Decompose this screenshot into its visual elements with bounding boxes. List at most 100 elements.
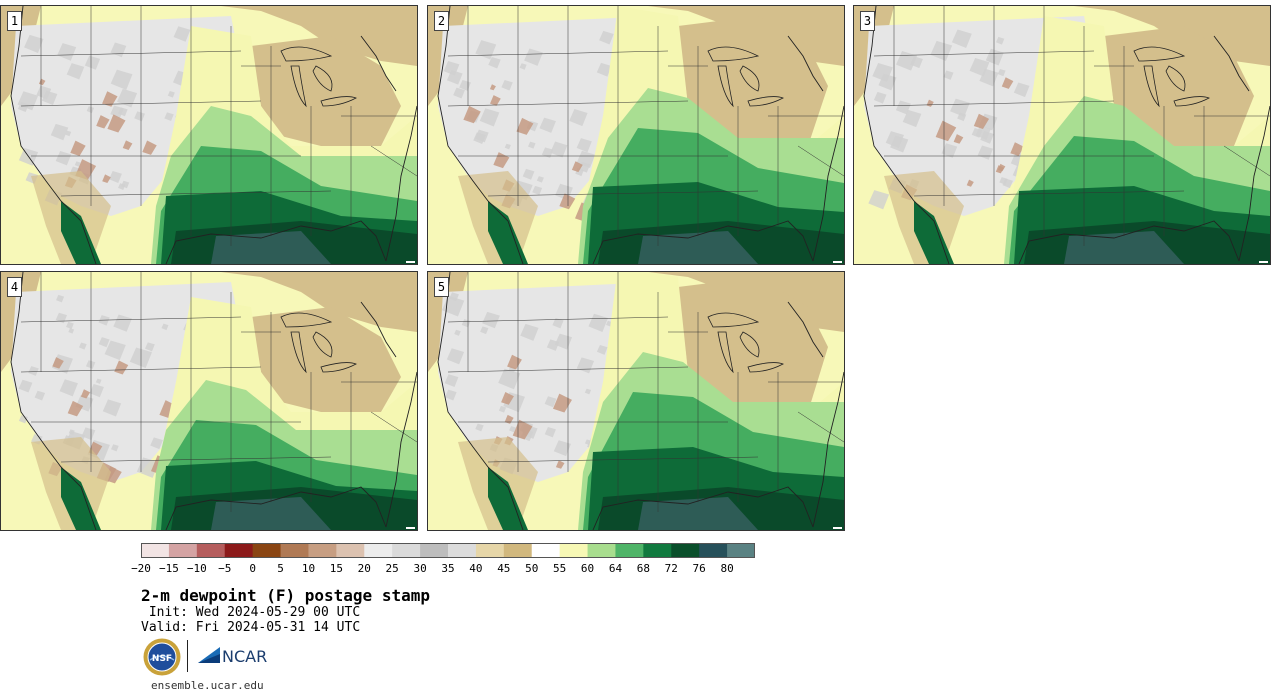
dry-air-patch — [1001, 77, 1014, 89]
mountain-terrain-patch — [997, 68, 1006, 77]
mountain-terrain-patch — [885, 131, 904, 149]
colorbar-tick-label: −10 — [186, 562, 207, 575]
dry-air-patch — [142, 140, 157, 155]
baja-moist-strip — [914, 201, 954, 264]
dry-air-patch — [463, 105, 481, 124]
great-lake-superior — [280, 46, 333, 62]
mountain-terrain-patch — [121, 180, 130, 189]
mountain-terrain-patch — [150, 437, 163, 450]
colorbar-swatch — [308, 543, 337, 558]
great-lake-erie — [1173, 96, 1210, 107]
great-lake-huron — [739, 331, 760, 358]
baja-moist-strip — [488, 467, 528, 530]
mountain-terrain-patch — [118, 107, 128, 117]
scale-marker — [833, 527, 842, 529]
ncar-logo-text: NCAR — [222, 647, 267, 666]
panel-number-label: 3 — [860, 11, 875, 31]
northeast-coastline — [1213, 35, 1250, 92]
state-border — [20, 50, 242, 57]
dry-air-patch — [995, 165, 1005, 174]
mountain-terrain-patch — [498, 368, 521, 390]
colorbar-swatch — [364, 543, 393, 558]
product-title: 2-m dewpoint (F) postage stamp — [141, 586, 430, 605]
gulf-coastline — [165, 220, 387, 264]
mountain-terrain-patch — [167, 91, 175, 98]
dry-air-patch — [935, 120, 957, 142]
mountain-terrain-patch — [24, 34, 44, 53]
mountain-terrain-patch — [969, 58, 990, 77]
mountain-terrain-patch — [446, 348, 465, 365]
great-lake-huron — [312, 65, 333, 92]
colorbar-swatch — [280, 543, 309, 558]
colorbar-tick-label: 64 — [608, 562, 623, 575]
great-lake-michigan — [717, 65, 734, 108]
mountain-terrain-patch — [498, 405, 507, 413]
dewpoint-map — [854, 6, 1270, 264]
west-coastline — [863, 6, 950, 264]
mountain-terrain-patch — [554, 333, 573, 350]
footer-url[interactable]: ensemble.ucar.edu — [151, 679, 264, 692]
dry-air-patch — [114, 360, 129, 375]
mountain-terrain-patch — [473, 132, 486, 144]
great-lake-huron — [312, 331, 333, 358]
east-coastline — [385, 105, 417, 262]
postage-stamp-panel: 1 — [0, 5, 418, 265]
panel-number-label: 1 — [7, 11, 22, 31]
mountain-terrain-patch — [98, 337, 110, 348]
state-border — [20, 366, 262, 373]
colorbar-swatch — [420, 543, 449, 558]
colorbar-tick-label: 55 — [553, 562, 567, 575]
state-border — [60, 190, 332, 197]
colorbar-tick-label: −15 — [158, 562, 179, 575]
postage-stamp-panel: 4 — [0, 271, 418, 531]
mountain-terrain-patch — [596, 344, 608, 355]
mountain-terrain-patch — [868, 190, 890, 210]
colorbar-tick-label: 10 — [301, 562, 316, 575]
dry-air-patch — [102, 174, 111, 183]
colorbar-tick-label: 15 — [329, 562, 343, 575]
mountain-terrain-patch — [536, 176, 544, 183]
colorbar-tick-label: 20 — [357, 562, 371, 575]
dry-air-patch — [1010, 142, 1025, 156]
mountain-terrain-patch — [539, 117, 556, 133]
northeast-dry-region — [251, 36, 401, 146]
colorbar-swatch — [503, 543, 533, 558]
mountain-terrain-patch — [544, 396, 557, 408]
mountain-terrain-patch — [444, 389, 457, 401]
east-coastline — [812, 105, 844, 262]
gulf-coastline — [592, 220, 814, 264]
colorbar-tick-label: 76 — [692, 562, 706, 575]
state-border — [913, 190, 1185, 197]
mountain-terrain-patch — [941, 143, 958, 158]
mountain-terrain-patch — [576, 138, 592, 153]
state-border — [370, 145, 417, 177]
mountain-terrain-patch — [161, 323, 169, 331]
mountain-terrain-patch — [488, 56, 501, 69]
colorbar — [141, 543, 755, 558]
colorbar-tick-label: 35 — [441, 562, 455, 575]
state-border — [873, 100, 1115, 107]
colorbar-swatch — [699, 543, 728, 558]
dry-air-patch — [38, 78, 46, 86]
gulf-of-mexico — [638, 231, 758, 264]
dry-air-patch — [490, 95, 501, 106]
mountain-terrain-patch — [95, 378, 102, 384]
mountain-terrain-patch — [957, 112, 967, 122]
dry-air-patch — [571, 161, 583, 173]
panel-number-label: 4 — [7, 277, 22, 297]
great-lake-superior — [707, 46, 760, 62]
northeast-coastline — [360, 35, 397, 92]
mountain-terrain-patch — [479, 108, 500, 127]
mountain-terrain-patch — [55, 150, 72, 166]
dewpoint-map — [428, 6, 844, 264]
baja-moist-strip — [61, 467, 101, 530]
mountain-terrain-patch — [173, 26, 191, 42]
dry-air-patch — [512, 419, 533, 440]
postage-stamp-panel: 5 — [427, 271, 845, 531]
mountain-terrain-patch — [501, 79, 513, 91]
init-time: Init: Wed 2024-05-29 00 UTC — [141, 605, 361, 620]
dry-air-patch — [70, 140, 86, 156]
mountain-terrain-patch — [81, 427, 96, 441]
dry-air-patch — [559, 193, 576, 210]
dry-air-patch — [966, 179, 974, 187]
